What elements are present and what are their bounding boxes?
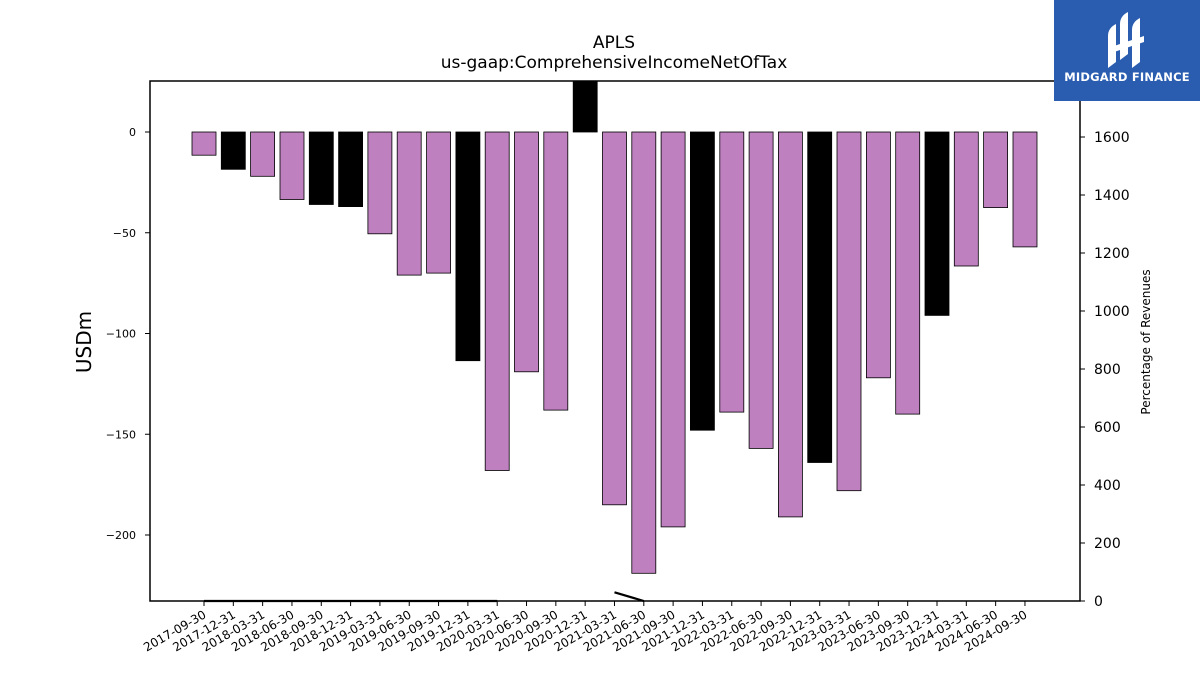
left-axis: 0 −50 −100 −150 −200 bbox=[106, 126, 150, 542]
right-axis: 0 200 400 600 800 1000 1200 1400 1600 bbox=[1080, 130, 1130, 610]
logo-text: MIDGARD FINANCE bbox=[1064, 70, 1190, 84]
y2-tick-label: 600 bbox=[1094, 420, 1121, 436]
bar-2020-03-31 bbox=[484, 131, 510, 471]
y2-tick-label: 0 bbox=[1094, 594, 1103, 610]
plot-frame bbox=[149, 80, 1081, 602]
bar-2021-06-30 bbox=[631, 131, 657, 574]
percentage-line-group bbox=[204, 591, 645, 603]
bar-2018-09-30 bbox=[308, 131, 334, 205]
x-axis: 2017-09-302017-12-312018-03-312018-06-30… bbox=[141, 601, 1029, 654]
bar-2019-12-31 bbox=[455, 131, 481, 362]
y2-tick-label: 800 bbox=[1094, 362, 1121, 378]
brand-logo: MIDGARD FINANCE bbox=[1054, 0, 1200, 101]
bar-2023-06-30 bbox=[866, 131, 891, 379]
bar-2019-03-31 bbox=[367, 131, 393, 235]
bar-2023-03-31 bbox=[836, 131, 862, 492]
percentage-line-segment-1 bbox=[614, 591, 645, 603]
bar-2021-12-31 bbox=[690, 131, 715, 431]
bar-2022-03-31 bbox=[719, 131, 745, 413]
midgard-logo-icon bbox=[1108, 12, 1144, 68]
bar-2021-09-30 bbox=[660, 131, 686, 528]
bar-2024-03-31 bbox=[953, 131, 979, 267]
bar-2019-06-30 bbox=[396, 131, 422, 276]
bar-2017-12-31 bbox=[220, 131, 246, 170]
bar-2022-09-30 bbox=[778, 131, 803, 518]
bar-2018-12-31 bbox=[338, 131, 364, 207]
bar-2022-06-30 bbox=[748, 131, 774, 449]
y-axis-label: USDm bbox=[72, 311, 96, 373]
bar-2023-09-30 bbox=[895, 131, 921, 415]
bar-2020-06-30 bbox=[514, 131, 539, 373]
bar-2020-09-30 bbox=[543, 131, 569, 411]
bar-2018-06-30 bbox=[279, 131, 305, 200]
bar-2021-03-31 bbox=[602, 131, 627, 506]
y-tick-label: −200 bbox=[106, 529, 136, 542]
bar-2024-06-30 bbox=[983, 131, 1008, 208]
y-tick-label: −50 bbox=[113, 227, 136, 240]
y-tick-label: 0 bbox=[129, 126, 136, 139]
y2-tick-label: 400 bbox=[1094, 478, 1121, 494]
bar-2017-09-30 bbox=[191, 131, 217, 156]
chart-subtitle: us-gaap:ComprehensiveIncomeNetOfTax bbox=[441, 53, 788, 73]
y2-tick-label: 1600 bbox=[1094, 130, 1130, 146]
y2-tick-label: 200 bbox=[1094, 536, 1121, 552]
y2-tick-label: 1400 bbox=[1094, 188, 1130, 204]
bar-2019-09-30 bbox=[426, 131, 452, 274]
bar-2018-03-31 bbox=[250, 131, 276, 177]
y2-tick-label: 1200 bbox=[1094, 246, 1130, 262]
bars-group bbox=[191, 81, 1038, 574]
bar-2024-09-30 bbox=[1012, 131, 1038, 248]
bar-2022-12-31 bbox=[807, 131, 833, 463]
y2-axis-label: Percentage of Revenues bbox=[1139, 269, 1153, 414]
chart-title: APLS bbox=[593, 33, 635, 53]
y-tick-label: −150 bbox=[106, 428, 136, 441]
bar-2020-12-31 bbox=[572, 81, 598, 133]
y-tick-label: −100 bbox=[106, 328, 136, 341]
y2-tick-label: 1000 bbox=[1094, 304, 1130, 320]
bar-2023-12-31 bbox=[924, 131, 950, 316]
